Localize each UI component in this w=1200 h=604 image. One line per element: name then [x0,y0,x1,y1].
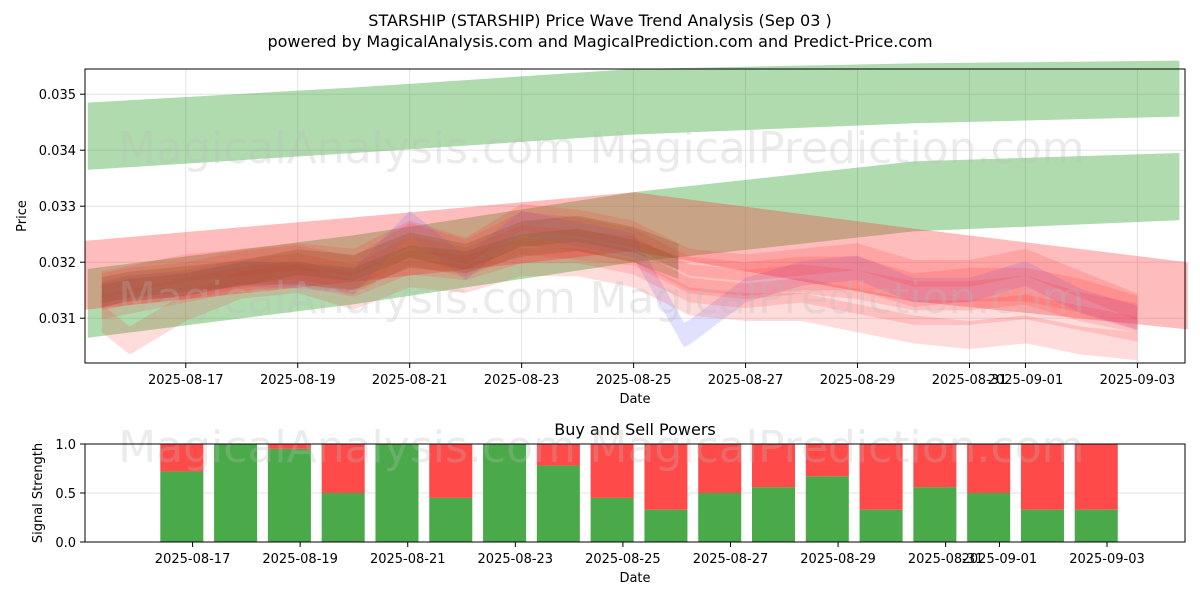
sell-bar [913,444,957,488]
buy-bar [1020,509,1064,542]
buy-bar [214,444,258,542]
price-y-tick-label: 0.034 [39,144,76,159]
buy-sell-x-axis-label: Date [619,571,650,586]
red-trend-band [85,192,1188,330]
buy-bar [1074,509,1118,542]
buy-sell-x-tick-label: 2025-08-23 [478,552,554,567]
price-bands [85,60,1188,361]
buy-bar [805,476,849,542]
buy-bar [429,497,473,542]
buy-bar [967,493,1011,542]
watermark-left-lower: MagicalAnalysis.com [118,273,576,324]
buy-sell-title: Buy and Sell Powers [554,420,716,439]
buy-sell-x-tick-label: 2025-09-03 [1069,552,1145,567]
buy-bar [321,493,365,542]
blue-wave [101,210,1138,348]
buy-sell-x-tick-label: 2025-08-21 [370,552,446,567]
buy-bar [536,465,580,542]
sell-bar [536,444,580,466]
price-x-tick-label: 2025-08-17 [148,373,224,388]
buy-sell-x-ticks: 2025-08-17 2025-08-19 2025-08-21 2025-08-23… [155,542,1145,567]
buy-sell-bars [160,444,1118,542]
sell-bar [644,444,688,510]
sell-bar [590,444,634,498]
buy-sell-x-tick-label: 2025-09-01 [962,552,1038,567]
price-plot-frame [84,68,1186,364]
chart-title: STARSHIP (STARSHIP) Price Wave Trend Ana… [368,11,831,30]
red-wave-1 [101,211,1138,330]
watermark-left: MagicalAnalysis.com [118,123,576,174]
price-x-ticks: 2025-08-17 2025-08-19 2025-08-21 2025-08-23… [148,363,1175,388]
price-y-tick-label: 0.035 [39,88,76,103]
buy-bar [644,509,688,542]
red-wave-5 [101,204,1138,321]
buy-bar [698,493,742,542]
buy-bar [160,471,204,542]
price-x-tick-label: 2025-08-27 [708,373,784,388]
price-x-tick-label: 2025-08-31 [932,373,1008,388]
watermark-right-lower: MagicalPrediction.com [590,273,1085,324]
buy-sell-x-tick-label: 2025-08-17 [155,552,231,567]
buy-sell-chart: Buy and Sell Powers MagicalAnalysis.com … [31,420,1186,586]
price-x-tick-label: 2025-08-21 [372,373,448,388]
red-wave-4 [101,248,1138,361]
price-x-tick-label: 2025-08-19 [260,373,336,388]
buy-sell-y-tick-label: 0.5 [55,487,76,502]
watermark-right-bottom: MagicalPrediction.com [590,422,1085,473]
price-x-axis-label: Date [619,392,650,407]
buy-bar [751,487,796,542]
red-wave-3 [101,238,1138,342]
price-chart: MagicalAnalysis.com MagicalPrediction.co… [15,60,1188,407]
buy-sell-x-tick-label: 2025-08-25 [585,552,661,567]
price-x-tick-label: 2025-08-23 [484,373,560,388]
watermark-left-bottom: MagicalAnalysis.com [118,422,576,473]
buy-sell-x-tick-label: 2025-08-29 [800,552,876,567]
price-grid [85,69,1185,363]
price-x-tick-label: 2025-09-01 [988,373,1064,388]
buy-sell-y-tick-label: 1.0 [55,438,76,453]
sell-bar [160,444,204,472]
buy-sell-x-tick-label: 2025-08-27 [693,552,769,567]
sell-bar [859,444,903,510]
lower-green-trend-band [87,153,1180,338]
sell-bar [321,444,365,493]
buy-sell-y-ticks: 0.0 0.5 1.0 [55,438,85,551]
sell-bar [1020,444,1064,510]
buy-sell-x-tick-label: 2025-08-31 [908,552,984,567]
price-x-tick-label: 2025-09-03 [1100,373,1176,388]
price-x-tick-label: 2025-08-25 [596,373,672,388]
chart-subtitle: powered by MagicalAnalysis.com and Magic… [267,32,932,51]
price-y-tick-label: 0.033 [39,200,76,215]
buy-bar [375,444,419,542]
price-y-axis-label: Price [15,200,30,232]
brown-wave-1 [101,215,679,304]
sell-bar [429,444,473,498]
upper-green-trend-band [87,60,1180,170]
red-wave-2 [101,225,1138,333]
buy-bar [267,448,311,542]
buy-bar [590,497,634,542]
buy-sell-y-tick-label: 0.0 [55,536,76,551]
watermark-right: MagicalPrediction.com [590,123,1085,174]
sell-bar [698,444,742,493]
buy-bar [483,444,527,542]
sell-bar [805,444,849,477]
buy-sell-x-tick-label: 2025-08-19 [262,552,338,567]
sell-bar [1074,444,1118,510]
price-y-tick-label: 0.031 [39,312,76,327]
buy-bar [859,509,903,542]
sell-bar [967,444,1011,493]
sell-bar [267,444,311,449]
buy-sell-y-axis-label: Signal Strength [31,443,46,543]
brown-wave-2 [101,228,679,307]
buy-bar [913,487,957,542]
price-y-tick-label: 0.032 [39,256,76,271]
price-y-ticks: 0.031 0.032 0.033 0.034 0.035 [39,88,85,327]
sell-bar [751,444,796,488]
price-x-tick-label: 2025-08-29 [820,373,896,388]
